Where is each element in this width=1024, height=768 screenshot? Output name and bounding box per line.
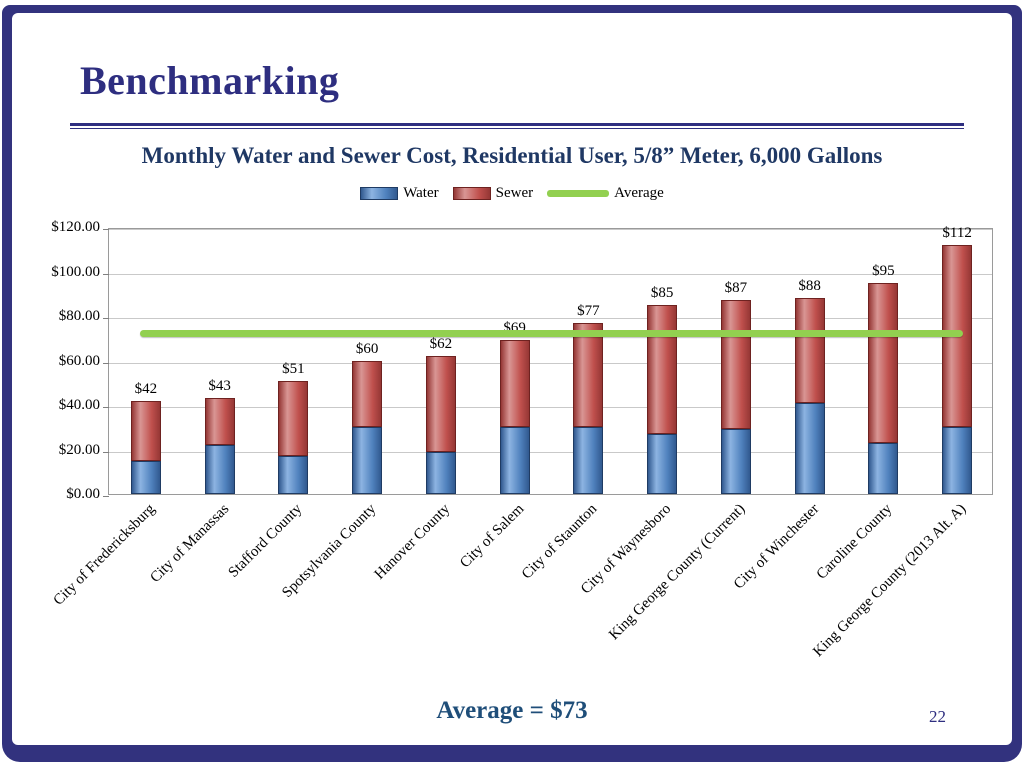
bar-total-label: $87 bbox=[724, 280, 748, 297]
y-axis-tick bbox=[103, 229, 109, 230]
bar-segment-sewer bbox=[647, 304, 678, 434]
bar-total-label: $95 bbox=[872, 262, 895, 279]
bar-segment-water bbox=[499, 427, 530, 494]
chart-title: Monthly Water and Sewer Cost, Residentia… bbox=[141, 143, 883, 168]
slide-frame: Benchmarking Monthly Water and Sewer Cos… bbox=[2, 5, 1022, 762]
y-axis-tick bbox=[103, 451, 109, 453]
bar-segment-sewer bbox=[573, 322, 604, 428]
bar-segment-water bbox=[942, 427, 973, 494]
legend-label: Average bbox=[614, 185, 664, 201]
y-tick-label: $20.00 bbox=[58, 441, 100, 458]
bar-segment-water bbox=[204, 445, 235, 494]
y-axis-tick bbox=[103, 362, 109, 364]
y-tick-label: $120.00 bbox=[51, 219, 100, 235]
legend-label: Water bbox=[403, 185, 439, 201]
bar-segment-sewer bbox=[720, 300, 751, 430]
bar-total-label: $62 bbox=[429, 336, 453, 353]
slide: Benchmarking Monthly Water and Sewer Cos… bbox=[12, 13, 1012, 745]
y-axis-tick bbox=[103, 318, 109, 319]
bar-segment-water bbox=[720, 429, 751, 494]
gridline bbox=[109, 229, 992, 230]
bar-total-label: $85 bbox=[650, 284, 674, 301]
legend-item: Water bbox=[360, 185, 439, 202]
bar-total-label: $112 bbox=[942, 224, 972, 241]
bar-total-label: $42 bbox=[134, 380, 158, 397]
bar-segment-sewer bbox=[278, 380, 309, 457]
bar-segment-sewer bbox=[425, 356, 456, 452]
y-tick-label: $40.00 bbox=[58, 397, 100, 413]
bar-segment-sewer bbox=[352, 360, 383, 428]
plot-area: $42 $43 $51 $60 $62 $69 $77 $85 $87 $88 $95 $112 bbox=[103, 224, 993, 497]
legend-swatch-average bbox=[547, 190, 610, 197]
bar-segment-sewer bbox=[794, 298, 825, 403]
y-axis-tick bbox=[103, 273, 109, 275]
bar-total-label: $77 bbox=[577, 302, 600, 319]
y-axis-labels: $0.00 $20.00 $40.00 $60.00 $80.00 $100.00 $120… bbox=[12, 219, 100, 502]
legend-swatch-sewer bbox=[452, 187, 491, 200]
average-line bbox=[139, 329, 964, 337]
bar-segment-water bbox=[647, 433, 678, 494]
legend-item: Average bbox=[547, 185, 664, 202]
bar-total-label: $43 bbox=[208, 378, 231, 395]
title-divider bbox=[70, 123, 964, 129]
bar-total-label: $51 bbox=[282, 360, 305, 377]
bar-total-label: $60 bbox=[355, 340, 379, 357]
gridline bbox=[109, 362, 992, 364]
y-tick-label: $0.00 bbox=[66, 486, 100, 502]
page-number: 22 bbox=[929, 707, 946, 726]
bar-segment-water bbox=[573, 427, 604, 494]
y-tick-label: $80.00 bbox=[58, 308, 100, 324]
gridline bbox=[109, 273, 992, 275]
legend-swatch-water bbox=[360, 187, 399, 200]
gridline bbox=[109, 407, 992, 408]
bar-segment-sewer bbox=[499, 340, 530, 428]
bar-segment-water bbox=[352, 427, 383, 494]
y-axis-tick bbox=[103, 407, 109, 408]
bar-segment-sewer bbox=[130, 400, 161, 461]
bar-segment-water bbox=[794, 402, 825, 494]
y-tick-label: $60.00 bbox=[58, 352, 100, 369]
gridline bbox=[109, 318, 992, 319]
bar-segment-water bbox=[868, 442, 899, 494]
bar-segment-water bbox=[130, 460, 161, 494]
slide-title: Benchmarking bbox=[80, 58, 340, 103]
bar-segment-water bbox=[278, 456, 309, 494]
bar-segment-sewer bbox=[204, 398, 235, 446]
y-tick-label: $100.00 bbox=[51, 263, 100, 280]
y-axis-tick bbox=[103, 496, 109, 497]
bar-segment-water bbox=[425, 451, 456, 494]
legend-label: Sewer bbox=[495, 185, 534, 201]
chart-legend: Water Sewer Average bbox=[12, 185, 1012, 202]
average-callout: Average = $73 bbox=[436, 697, 588, 724]
bar-total-label: $88 bbox=[798, 278, 821, 295]
gridline bbox=[109, 451, 992, 453]
bar-segment-sewer bbox=[868, 282, 899, 443]
legend-item: Sewer bbox=[452, 185, 534, 202]
